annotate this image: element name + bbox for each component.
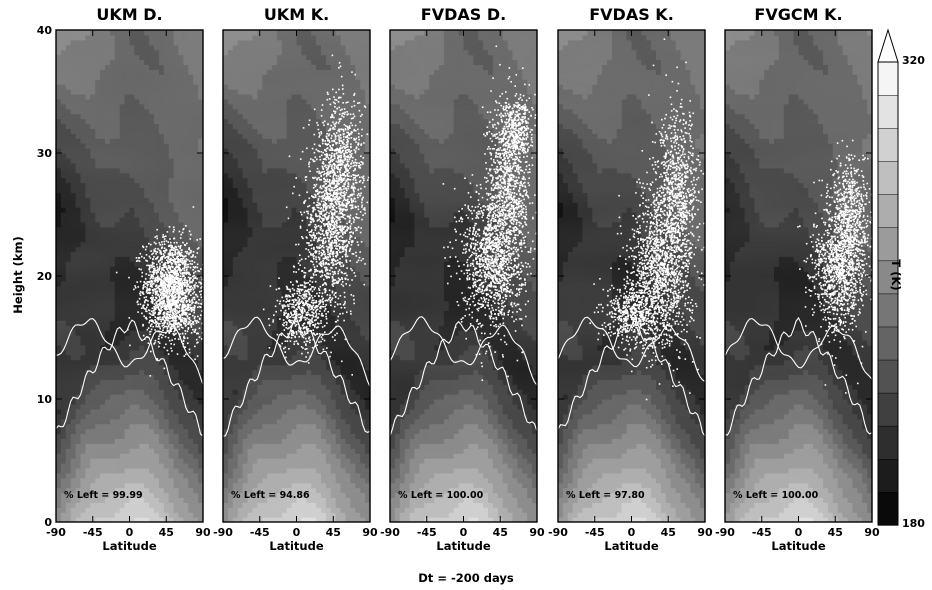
- x-tick-label: -45: [83, 526, 103, 539]
- x-tick-label: -45: [250, 526, 270, 539]
- colorbar-swatch: [877, 160, 899, 195]
- y-axis-label: Height (km): [11, 236, 25, 313]
- x-tick-label: 45: [493, 526, 508, 539]
- colorbar-swatch: [877, 61, 899, 96]
- colorbar-swatch: [877, 392, 899, 427]
- temperature-field: [223, 30, 370, 522]
- panel-title: UKM D.: [96, 5, 162, 24]
- particle-cloud: [797, 139, 872, 394]
- y-tick-label: 30: [37, 147, 53, 160]
- x-tick-label: 45: [828, 526, 843, 539]
- x-tick-label: 90: [529, 526, 545, 539]
- y-tick-label: 0: [44, 516, 52, 529]
- panel: UKM K. % Left = 94.86 -90 -45 0 45 90 Latitude: [213, 5, 378, 553]
- x-tick-label: 90: [697, 526, 713, 539]
- colorbar-swatch: [877, 194, 899, 229]
- colorbar-swatch: [877, 458, 899, 493]
- percent-left-label: % Left = 100.00: [398, 490, 484, 501]
- percent-left-label: % Left = 100.00: [733, 490, 819, 501]
- panel: FVDAS D. % Left = 100.00 -90 -45 0 45 90 Latitu…: [380, 5, 545, 553]
- colorbar-swatch: [877, 425, 899, 460]
- panel-title: FVDAS D.: [421, 5, 506, 24]
- tropopause-curve: [56, 319, 203, 437]
- x-tick-label: 45: [159, 526, 174, 539]
- y-tick-label: 20: [37, 270, 53, 283]
- temperature-field: [390, 30, 537, 522]
- colorbar-swatch: [877, 227, 899, 262]
- tropopause-curve: [390, 316, 537, 386]
- x-tick-label: 45: [661, 526, 676, 539]
- tropopause-curve: [390, 320, 537, 437]
- figure-caption: Dt = -200 days: [418, 571, 514, 585]
- colorbar-swatch: [877, 491, 899, 526]
- temperature-field: [725, 30, 872, 522]
- colorbar-label: T (K): [889, 259, 903, 290]
- percent-left-label: % Left = 97.80: [566, 490, 645, 501]
- x-tick-label: 90: [195, 526, 211, 539]
- colorbar-swatch: [877, 293, 899, 328]
- colorbar-min-label: 180: [902, 517, 925, 530]
- panel-title: FVGCM K.: [754, 5, 842, 24]
- panel-title: UKM K.: [264, 5, 329, 24]
- colorbar: 320 180 T (K): [877, 28, 925, 530]
- tropopause-curve: [725, 318, 872, 380]
- x-tick-label: -45: [752, 526, 772, 539]
- colorbar-swatch: [877, 326, 899, 361]
- tropopause-curve: [558, 316, 705, 383]
- x-tick-label: -90: [548, 526, 568, 539]
- temperature-field: [558, 30, 705, 522]
- x-tick-label: 90: [864, 526, 880, 539]
- panel: FVGCM K. % Left = 100.00 -90 -45 0 45 90 Latitu…: [715, 5, 880, 553]
- particle-cloud: [442, 45, 537, 381]
- tropopause-curve: [223, 316, 370, 387]
- tropopause-curve: [56, 318, 203, 385]
- temperature-field: [56, 30, 203, 522]
- x-tick-label: 0: [628, 526, 636, 539]
- y-tick-label: 40: [37, 24, 53, 37]
- x-tick-label: -90: [46, 526, 66, 539]
- x-tick-label: -90: [715, 526, 735, 539]
- x-axis-label: Latitude: [269, 539, 323, 553]
- particle-cloud: [589, 38, 705, 401]
- x-axis-label: Latitude: [771, 539, 825, 553]
- colorbar-frame: [877, 61, 899, 526]
- colorbar-swatch: [877, 127, 899, 162]
- x-axis-label: Latitude: [604, 539, 658, 553]
- x-axis-label: Latitude: [102, 539, 156, 553]
- panel: FVDAS K. % Left = 97.80 -90 -45 0 45 90 Latitud…: [548, 5, 713, 553]
- x-tick-label: 0: [126, 526, 134, 539]
- x-tick-label: -90: [213, 526, 233, 539]
- x-tick-label: -45: [585, 526, 605, 539]
- panel: UKM D.% Left = 99.99-90 -45 0 45 90Latitude0…: [37, 5, 211, 553]
- tropopause-curve: [725, 316, 872, 436]
- panel-title: FVDAS K.: [589, 5, 674, 24]
- x-tick-label: 0: [795, 526, 803, 539]
- percent-left-label: % Left = 94.86: [231, 490, 310, 501]
- percent-left-label: % Left = 99.99: [64, 490, 143, 501]
- x-tick-label: -45: [417, 526, 437, 539]
- x-tick-label: -90: [380, 526, 400, 539]
- particle-cloud: [262, 54, 370, 376]
- x-tick-label: 45: [326, 526, 341, 539]
- x-axis-label: Latitude: [436, 539, 490, 553]
- colorbar-swatch: [877, 94, 899, 129]
- panels: UKM D.% Left = 99.99-90 -45 0 45 90Latitude0…: [37, 5, 880, 553]
- colorbar-swatch: [877, 359, 899, 394]
- x-tick-label: 90: [362, 526, 378, 539]
- x-tick-label: 0: [460, 526, 468, 539]
- particle-cloud: [115, 206, 203, 377]
- x-tick-label: 0: [293, 526, 301, 539]
- colorbar-max-label: 320: [902, 54, 925, 67]
- colorbar-extend-arrow: [877, 28, 899, 63]
- y-tick-label: 10: [37, 393, 53, 406]
